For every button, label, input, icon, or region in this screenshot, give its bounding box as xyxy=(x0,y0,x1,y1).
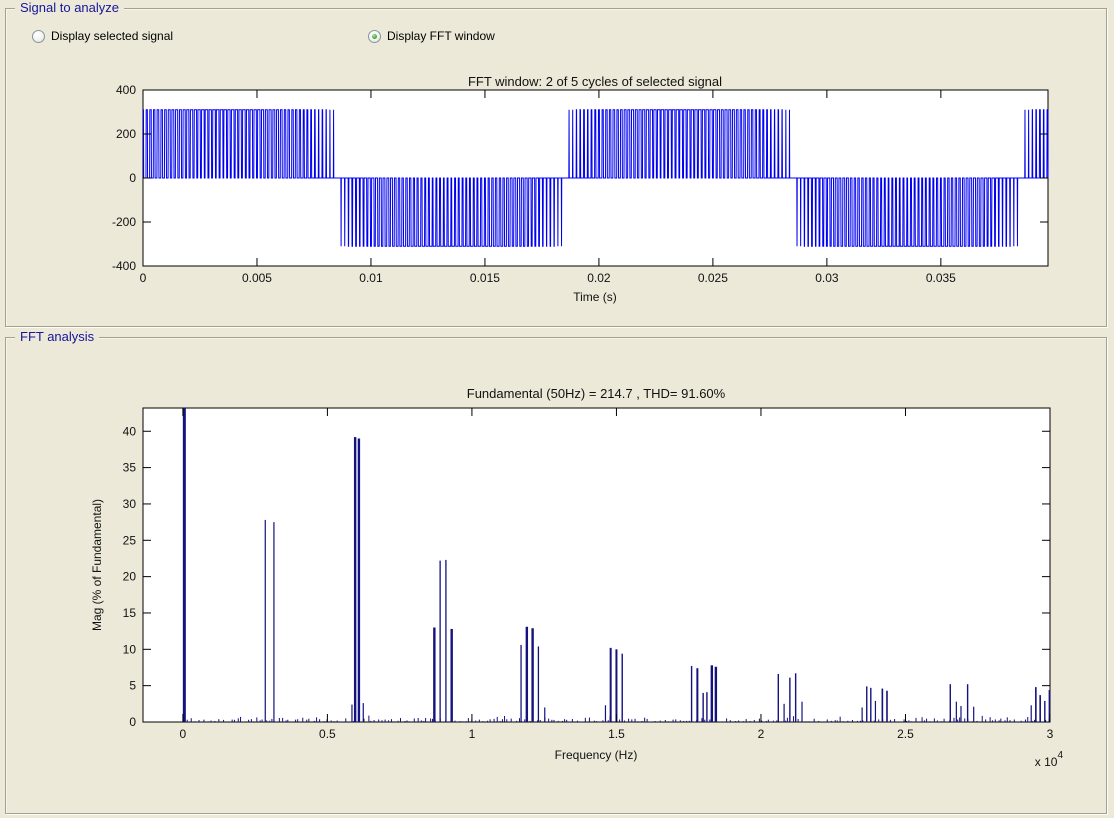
fft-window-chart: FFT window: 2 of 5 cycles of selected si… xyxy=(112,74,1049,304)
svg-text:-200: -200 xyxy=(112,215,136,229)
svg-text:3: 3 xyxy=(1047,727,1054,741)
signal-chart-title: FFT window: 2 of 5 cycles of selected si… xyxy=(468,74,722,89)
svg-text:0.02: 0.02 xyxy=(587,271,611,285)
fft-panel-title: FFT analysis xyxy=(15,329,100,345)
svg-text:0.035: 0.035 xyxy=(926,271,956,285)
fft-chart-title: Fundamental (50Hz) = 214.7 , THD= 91.60% xyxy=(467,386,726,401)
svg-text:0.01: 0.01 xyxy=(359,271,383,285)
signal-waveform xyxy=(142,109,1049,247)
svg-text:1: 1 xyxy=(469,727,476,741)
radio-button-selected-icon[interactable] xyxy=(368,29,381,43)
radio-display-selected-signal-label: Display selected signal xyxy=(51,29,174,43)
svg-text:10: 10 xyxy=(123,642,137,656)
svg-text:0: 0 xyxy=(140,271,147,285)
svg-text:40: 40 xyxy=(123,424,137,438)
svg-text:0.5: 0.5 xyxy=(319,727,336,741)
svg-text:0.005: 0.005 xyxy=(242,271,272,285)
signal-panel-title: Signal to analyze xyxy=(15,0,125,16)
signal-axis-ticks: 0 0.005 0.01 0.015 0.02 0.025 0.03 0.035 -400 -20… xyxy=(112,83,1048,285)
radio-display-fft-window-label: Display FFT window xyxy=(387,29,495,43)
fft-yaxis-label: Mag (% of Fundamental) xyxy=(90,499,104,631)
svg-text:25: 25 xyxy=(123,533,137,547)
svg-text:35: 35 xyxy=(123,461,137,475)
fft-spectrum-bars xyxy=(182,408,1051,722)
fft-plot-frame xyxy=(142,407,1051,723)
svg-text:0: 0 xyxy=(129,171,136,185)
svg-text:0: 0 xyxy=(129,715,136,729)
svg-text:200: 200 xyxy=(116,127,136,141)
svg-text:15: 15 xyxy=(123,606,137,620)
svg-text:0.03: 0.03 xyxy=(815,271,839,285)
svg-text:2: 2 xyxy=(758,727,765,741)
svg-text:0.025: 0.025 xyxy=(698,271,728,285)
fft-x-scale-multiplier: x 104 xyxy=(1035,750,1064,769)
svg-text:30: 30 xyxy=(123,497,137,511)
fft-xaxis-label: Frequency (Hz) xyxy=(555,748,638,762)
radio-display-selected-signal[interactable]: Display selected signal xyxy=(32,29,173,43)
fft-spectrum-chart: Fundamental (50Hz) = 214.7 , THD= 91.60%… xyxy=(90,386,1064,769)
svg-text:2.5: 2.5 xyxy=(897,727,914,741)
signal-xaxis-label: Time (s) xyxy=(573,290,617,304)
svg-text:20: 20 xyxy=(123,570,137,584)
svg-text:0: 0 xyxy=(180,727,187,741)
svg-text:5: 5 xyxy=(129,679,136,693)
radio-display-fft-window[interactable]: Display FFT window xyxy=(368,29,495,43)
radio-button-icon[interactable] xyxy=(32,29,45,43)
svg-text:400: 400 xyxy=(116,83,136,97)
svg-text:-400: -400 xyxy=(112,259,136,273)
svg-text:0.015: 0.015 xyxy=(470,271,500,285)
svg-text:1.5: 1.5 xyxy=(608,727,625,741)
